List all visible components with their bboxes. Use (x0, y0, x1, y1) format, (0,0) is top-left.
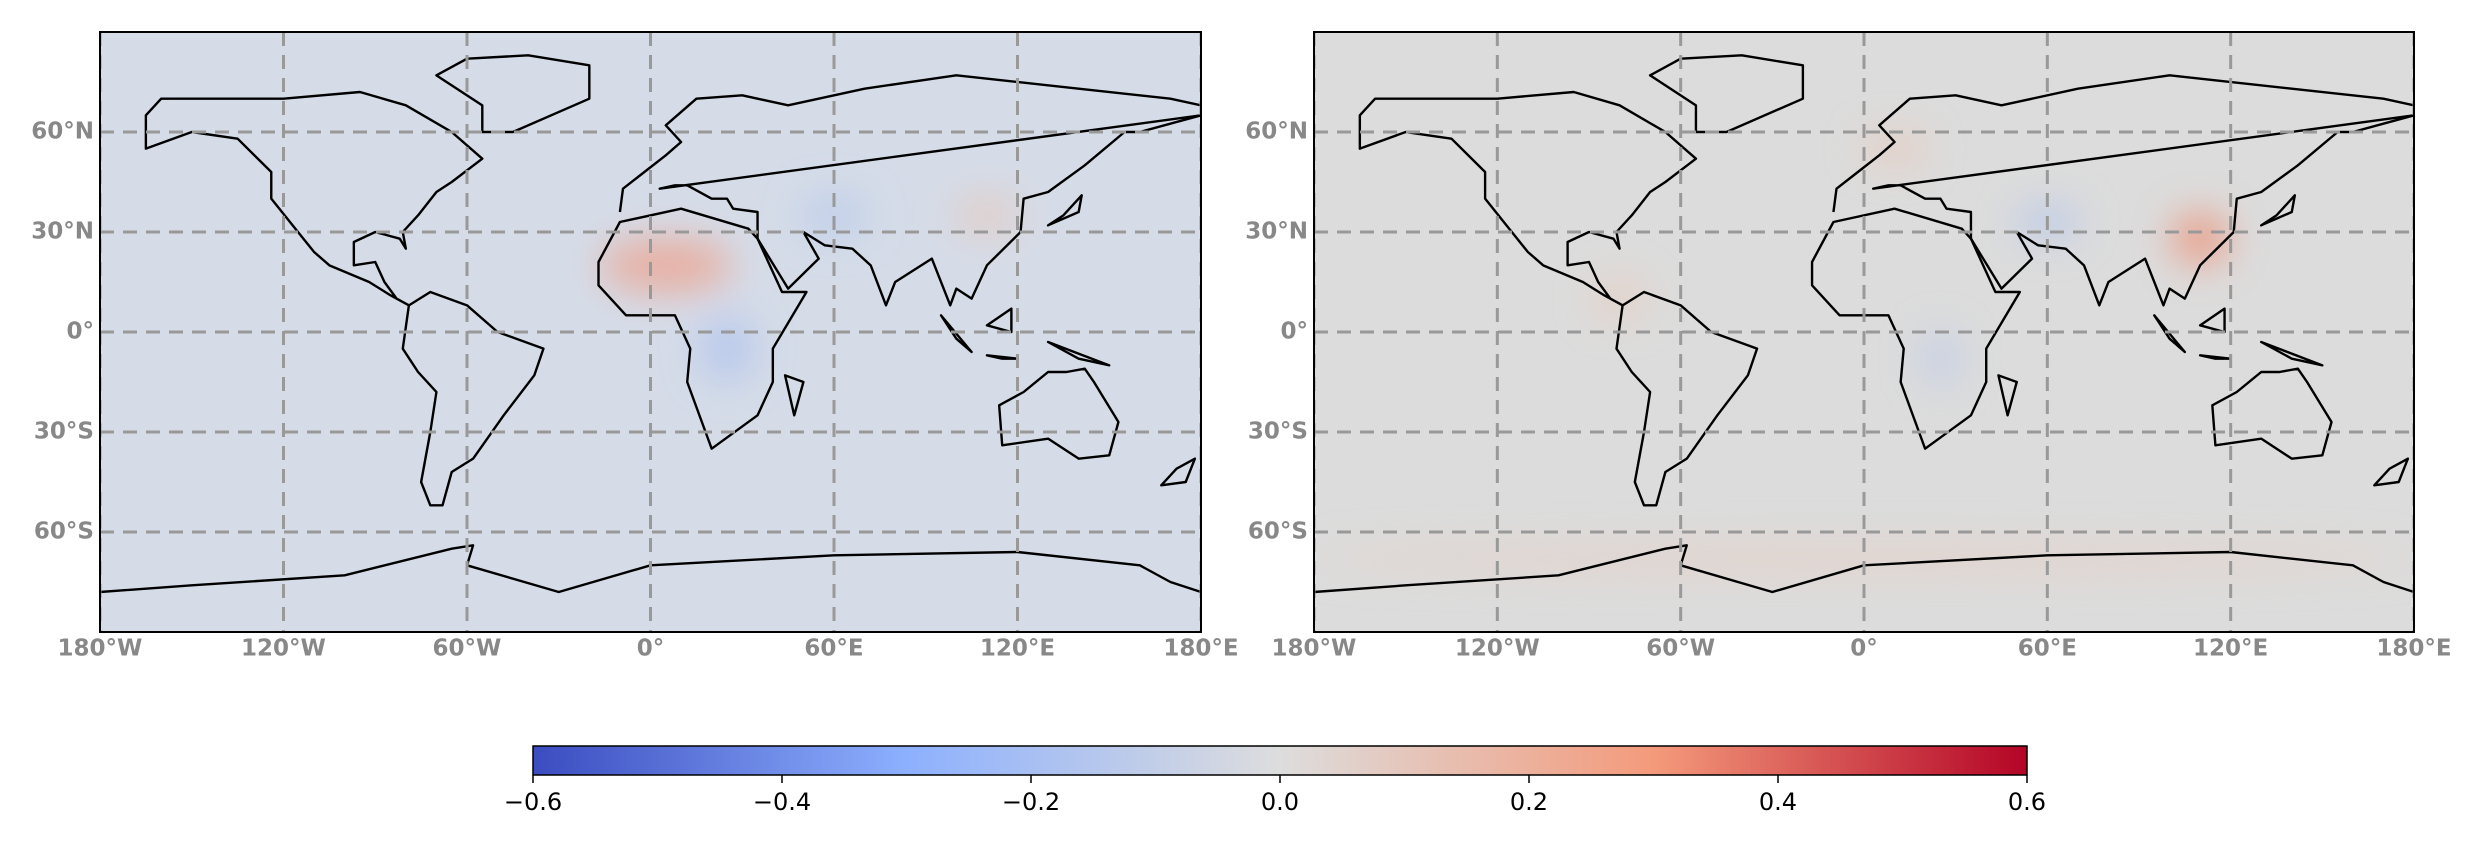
anomaly (1857, 135, 1932, 162)
x-tick-label: 180°E (2376, 636, 2451, 662)
x-tick-label: 120°E (980, 636, 1055, 662)
y-tick-label: 60°N (31, 119, 94, 145)
map-layer (100, 32, 1201, 632)
anomaly (950, 195, 1024, 236)
y-tick-label: 60°S (1248, 519, 1308, 545)
y-tick-label: 0° (1280, 319, 1308, 345)
colorbar-tick-label: 0.2 (1510, 788, 1548, 816)
x-tick-label: 0° (1850, 636, 1878, 662)
colorbar-tick-label: −0.6 (504, 788, 562, 816)
y-tick-label: 0° (66, 319, 94, 345)
map-layer (1314, 32, 2414, 632)
colorbar-tick-label: 0.0 (1261, 788, 1299, 816)
colorbar (532, 745, 2028, 776)
y-tick-label: 30°N (1245, 219, 1308, 245)
y-tick-label: 30°S (1248, 419, 1308, 445)
x-tick-label: 60°W (1646, 636, 1715, 662)
x-tick-label: 120°W (241, 636, 326, 662)
colorbar-tick-label: 0.6 (2008, 788, 2046, 816)
y-tick-label: 60°S (34, 519, 94, 545)
x-tick-label: 120°W (1455, 636, 1540, 662)
x-tick-label: 60°W (433, 636, 502, 662)
x-tick-label: 180°E (1163, 636, 1238, 662)
x-tick-label: 180°W (58, 636, 143, 662)
anomaly (1314, 545, 2414, 572)
x-tick-label: 120°E (2193, 636, 2268, 662)
x-tick-label: 60°E (804, 636, 863, 662)
x-tick-label: 60°E (2018, 636, 2077, 662)
colorbar-tick-label: −0.4 (753, 788, 811, 816)
colorbar-tick-label: −0.2 (1002, 788, 1060, 816)
y-tick-label: 60°N (1245, 119, 1308, 145)
anomaly (797, 195, 871, 236)
anomaly (598, 238, 734, 292)
x-tick-label: 0° (637, 636, 665, 662)
colorbar-tick-label: 0.4 (1759, 788, 1797, 816)
anomaly (1915, 332, 1965, 386)
y-tick-label: 30°N (31, 219, 94, 245)
anomaly (2169, 215, 2231, 262)
map-frame (99, 31, 1202, 633)
y-tick-label: 30°S (34, 419, 94, 445)
anomaly (696, 315, 758, 382)
map-frame (1313, 31, 2415, 633)
anomaly (1589, 278, 1651, 319)
x-tick-label: 180°W (1272, 636, 1357, 662)
